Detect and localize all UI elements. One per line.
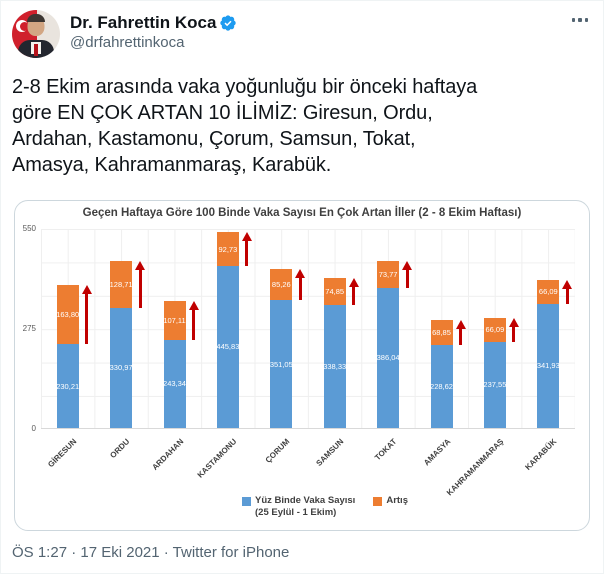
arrow-head <box>348 277 359 287</box>
bar-segment-cases: 386,04 <box>376 287 400 428</box>
arrow-stem <box>245 241 249 266</box>
increase-arrow-icon <box>348 277 359 305</box>
arrow-head <box>241 232 252 242</box>
bar-segment-increase: 73,77 <box>377 260 400 288</box>
bar-value-label-increase: 74,85 <box>325 286 345 296</box>
arrow-stem <box>352 286 356 305</box>
arrow-head <box>295 269 306 279</box>
bar-segment-increase: 85,26 <box>270 269 293 301</box>
bar-value-label-cases: 228,62 <box>430 381 453 391</box>
bar-segment-cases: 338,33 <box>323 304 347 428</box>
bar-segment-increase: 74,85 <box>323 277 346 305</box>
arrow-head <box>562 279 573 289</box>
bar-segment-cases: 351,05 <box>269 300 293 428</box>
chart-legend: Yüz Binde Vaka Sayısı (25 Eylül - 1 Ekim… <box>15 495 589 518</box>
name-block: Dr. Fahrettin Koca @drfahrettinkoca <box>70 10 237 53</box>
avatar-tie <box>34 44 38 56</box>
increase-arrow-icon <box>81 284 92 345</box>
arrow-head <box>135 260 146 270</box>
display-name[interactable]: Dr. Fahrettin Koca <box>70 13 217 32</box>
arrow-stem <box>512 326 516 342</box>
bar-value-label-cases: 230,21 <box>56 381 80 391</box>
bar-value-label-increase: 66,09 <box>485 325 505 335</box>
legend-item-increase: Artış <box>373 495 408 506</box>
bar-value-label-cases: 386,04 <box>376 353 400 363</box>
bar-value-label-increase: 128,71 <box>109 279 133 289</box>
chart-image-attachment[interactable]: Geçen Haftaya Göre 100 Binde Vaka Sayısı… <box>14 200 590 531</box>
increase-arrow-icon <box>241 232 252 266</box>
tweet-timestamp: ÖS 1:27 · 17 Eki 2021 · Twitter for iPho… <box>12 544 290 561</box>
bar-segment-increase: 92,73 <box>216 232 239 266</box>
bar-value-label-increase: 68,85 <box>432 327 451 337</box>
bar-value-label-cases: 338,33 <box>323 361 347 371</box>
tweet-header: Dr. Fahrettin Koca @drfahrettinkoca <box>12 10 592 58</box>
legend-sublabel-cases: (25 Eylül - 1 Ekim) <box>255 507 337 518</box>
bar-segment-cases: 243,34 <box>163 339 186 428</box>
bar-value-label-increase: 66,09 <box>538 287 558 297</box>
bar-value-label-cases: 237,55 <box>483 380 507 390</box>
bar-segment-increase: 68,85 <box>430 319 453 345</box>
legend-label-increase: Artış <box>386 495 408 506</box>
increase-arrow-icon <box>562 279 573 304</box>
arrow-head <box>455 319 466 329</box>
increase-arrow-icon <box>455 319 466 345</box>
bar-value-label-increase: 73,77 <box>378 269 398 279</box>
legend-swatch-blue <box>242 497 251 506</box>
bar-value-label-increase: 92,73 <box>218 244 238 254</box>
chart-title: Geçen Haftaya Göre 100 Binde Vaka Sayısı… <box>82 207 522 219</box>
arrow-stem <box>405 269 409 288</box>
y-axis-tick-label: 275 <box>22 324 36 333</box>
bar-value-label-increase: 85,26 <box>271 280 291 290</box>
bar-value-label-cases: 445,83 <box>216 342 240 352</box>
arrow-stem <box>138 269 142 308</box>
increase-arrow-icon <box>402 260 413 288</box>
verified-icon <box>220 14 237 31</box>
increase-arrow-icon <box>295 269 306 301</box>
more-menu-icon[interactable] <box>568 10 593 30</box>
bar-segment-increase: 66,09 <box>483 317 506 342</box>
tweet-text: 2-8 Ekim arasında vaka yoğunluğu bir önc… <box>12 76 478 176</box>
bar-segment-cases: 230,21 <box>56 344 80 428</box>
legend-item-cases: Yüz Binde Vaka Sayısı (25 Eylül - 1 Ekim… <box>242 495 355 518</box>
increase-arrow-icon <box>508 317 519 342</box>
user-handle[interactable]: @drfahrettinkoca <box>70 34 185 51</box>
legend-label-cases: Yüz Binde Vaka Sayısı <box>255 495 356 506</box>
bar-chart-plot: 230,21 163,80 330,97 128,71 243,34 107,11 445,… <box>41 229 575 429</box>
bar-segment-cases: 228,62 <box>430 344 453 428</box>
y-axis-tick-label: 0 <box>31 424 36 433</box>
arrow-head <box>81 284 92 294</box>
bar-segment-cases: 330,97 <box>109 307 133 428</box>
bar-segment-increase: 66,09 <box>537 279 560 304</box>
bar-segment-increase: 163,80 <box>56 284 80 345</box>
arrow-head <box>402 260 413 270</box>
increase-arrow-icon <box>188 300 199 340</box>
avatar-hair <box>27 14 45 22</box>
bar-segment-cases: 445,83 <box>216 265 240 428</box>
arrow-head <box>508 317 519 327</box>
bar-segment-cases: 237,55 <box>483 341 507 428</box>
bar-value-label-cases: 341,93 <box>536 361 560 371</box>
increase-arrow-icon <box>135 260 146 308</box>
arrow-stem <box>565 288 569 304</box>
bar-segment-cases: 341,93 <box>536 303 560 428</box>
arrow-stem <box>459 328 462 345</box>
arrow-stem <box>85 293 89 345</box>
avatar[interactable] <box>12 10 60 58</box>
legend-swatch-orange <box>373 497 383 506</box>
bar-value-label-increase: 107,11 <box>163 315 186 325</box>
bar-value-label-cases: 243,34 <box>163 379 186 389</box>
arrow-stem <box>298 278 302 301</box>
bar-value-label-cases: 330,97 <box>109 363 133 373</box>
flag-crescent-inner <box>20 22 29 31</box>
arrow-head <box>188 300 199 310</box>
bar-segment-increase: 128,71 <box>109 260 133 308</box>
arrow-stem <box>192 309 195 340</box>
bar-value-label-cases: 351,05 <box>269 359 293 369</box>
bar-segment-increase: 107,11 <box>163 300 186 340</box>
bar-value-label-increase: 163,80 <box>56 310 80 320</box>
y-axis-tick-label: 550 <box>22 224 36 233</box>
